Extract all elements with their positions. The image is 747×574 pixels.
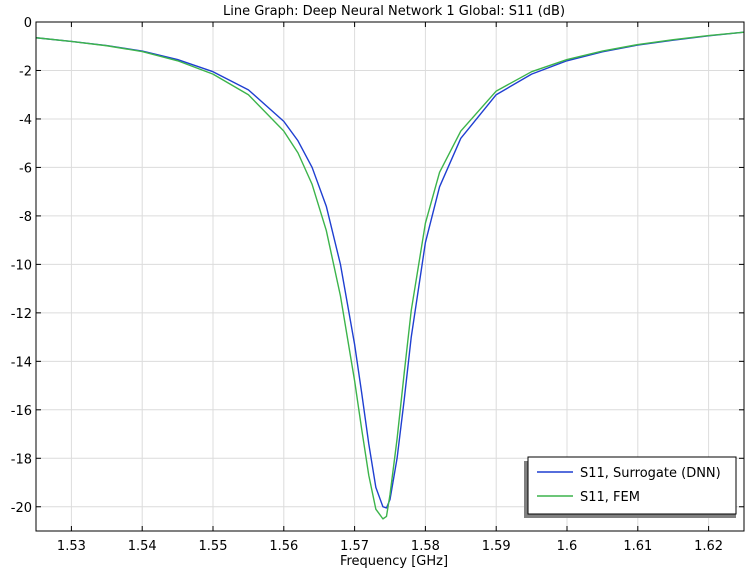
grid <box>36 21 744 531</box>
series-line-1 <box>35 31 745 520</box>
x-tick-label: 1.53 <box>57 539 86 554</box>
x-tick-label: 1.62 <box>694 539 723 554</box>
y-tick-label: -20 <box>11 501 32 516</box>
x-tick-label: 1.57 <box>340 539 369 554</box>
y-tick-label: -2 <box>19 64 32 79</box>
y-tick-label: -10 <box>11 258 32 273</box>
chart-title: Line Graph: Deep Neural Network 1 Global… <box>223 4 565 19</box>
x-tick-label: 1.59 <box>482 539 511 554</box>
y-tick-label: -4 <box>19 113 32 128</box>
x-tick-label: 1.58 <box>411 539 440 554</box>
y-tick-label: -12 <box>11 307 32 322</box>
series-lines <box>35 31 745 520</box>
plot-frame <box>35 21 745 532</box>
x-tick-label: 1.6 <box>557 539 578 554</box>
y-tick-label: -6 <box>19 161 32 176</box>
legend-box <box>527 456 737 515</box>
y-tick-label: -18 <box>11 452 32 467</box>
y-tick-label: 0 <box>24 16 32 31</box>
y-tick-label: -14 <box>11 355 32 370</box>
series-line-0 <box>35 31 745 509</box>
y-tick-label: -16 <box>11 404 32 419</box>
x-axis-label: Frequency [GHz] <box>340 554 448 569</box>
x-tick-label: 1.55 <box>199 539 228 554</box>
x-axis-ticks: 1.53 1.54 1.55 1.56 1.57 1.58 1.59 1.6 1.61 1.62 <box>57 22 723 554</box>
legend-label-surrogate: S11, Surrogate (DNN) <box>580 466 721 481</box>
legend: S11, Surrogate (DNN) S11, FEM <box>524 456 737 518</box>
x-tick-label: 1.56 <box>269 539 298 554</box>
y-axis-ticks: 0 -2 -4 -6 -8 -10 -12 -14 -16 -18 -20 <box>11 16 744 516</box>
legend-label-fem: S11, FEM <box>580 490 640 505</box>
y-tick-label: -8 <box>19 210 32 225</box>
x-tick-label: 1.54 <box>128 539 157 554</box>
x-tick-label: 1.61 <box>623 539 652 554</box>
